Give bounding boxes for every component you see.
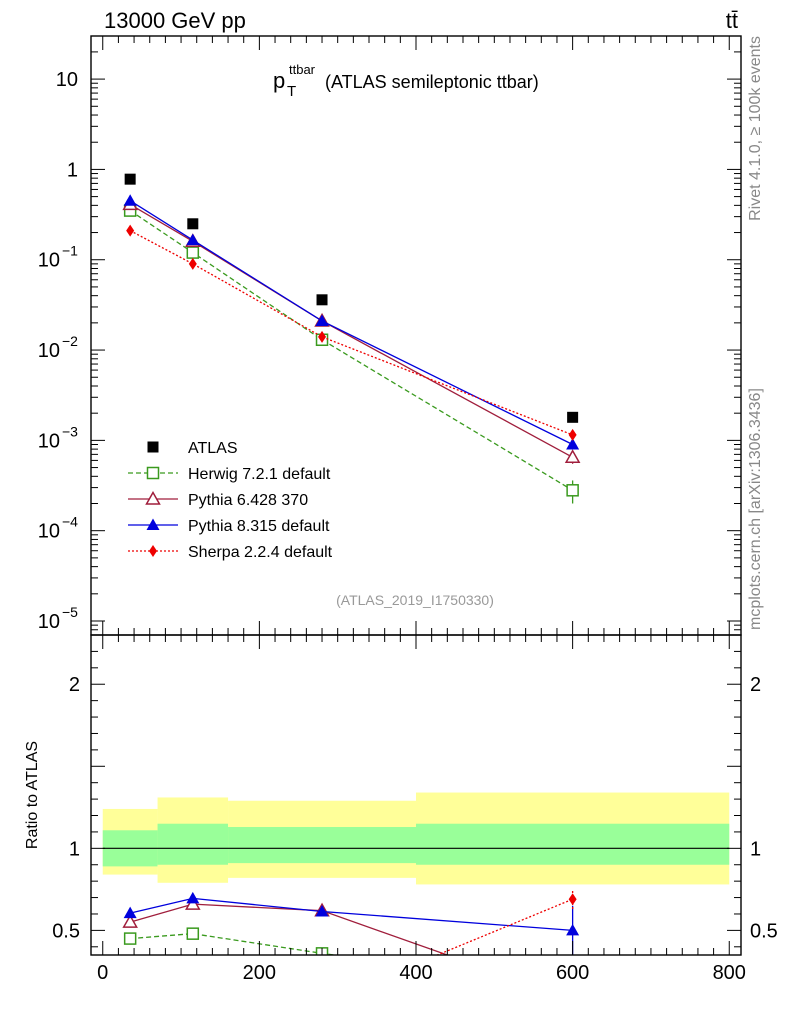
main-point-pythia8-1 [186,233,200,246]
ratio-ytick-label-right-2: 2 [750,674,761,696]
ratio-ytick-label-1: 1 [69,838,80,860]
ratio-xtick-label-0: 0 [97,962,108,984]
ratio-xtick-label-4: 800 [713,962,746,984]
main-panel-series [122,173,581,504]
ratio-band-stat-1 [157,823,229,865]
ratio-band-stat-3 [416,823,730,865]
main-point-sherpa-3 [568,428,577,441]
ratio-xtick-label-2: 400 [399,962,432,984]
ratio-series-pythia8 [123,891,580,955]
ratio-panel-series [122,889,580,1009]
main-point-atlas-3 [567,411,579,423]
main-point-pythia8-3 [566,438,580,450]
legend-entry-sherpa: Sherpa 2.2.4 default [128,544,333,561]
main-ytick-exponent-6: −5 [62,604,78,620]
ratio-band-stat-2 [228,827,416,864]
main-ytick-label-4: 10 [38,430,60,452]
legend-marker-pythia8 [146,518,160,530]
analysis-id: (ATLAS_2019_I1750330) [336,592,494,608]
main-series-pythia8 [123,194,580,450]
energy-label: 13000 GeV pp [104,8,246,33]
ratio-point-herwig-1 [186,927,200,940]
ratio-xtick-label-1: 200 [243,962,276,984]
ratio-ytick-label-right-0: 0.5 [750,920,778,942]
main-series-herwig [123,204,579,504]
ratio-ytick-label-2: 2 [69,674,80,696]
ratio-ytick-label-0: 0.5 [52,920,80,942]
ratio-point-pythia8-1 [186,891,200,904]
mcplots-label: mcplots.cern.ch [arXiv:1306.3436] [747,388,764,630]
ratio-xtick-label-3: 600 [556,962,589,984]
legend-marker-herwig [146,466,160,480]
rivet-version-label: Rivet 4.1.0, ≥ 100k events [747,36,764,221]
title-description: (ATLAS semileptonic ttbar) [325,72,539,92]
legend-marker-atlas [147,441,159,453]
main-point-herwig-1 [186,246,200,259]
legend-label-herwig: Herwig 7.2.1 default [188,466,331,483]
legend-label-sherpa: Sherpa 2.2.4 default [188,544,333,561]
main-ytick-label-1: 1 [67,159,78,181]
process-label: tt̄ [726,8,738,33]
ratio-point-sherpa-3 [568,893,577,906]
ratio-axis-label: Ratio to ATLAS [24,741,41,849]
ratio-line-herwig [130,933,340,955]
main-ytick-label-6: 10 [38,611,60,633]
ratio-point-pythia6-3 [566,993,579,1005]
legend-entry-atlas: ATLAS [147,440,238,457]
ratio-uncertainty-bands [102,792,730,885]
main-line-pythia8 [129,200,573,446]
main-ytick-label-0: 10 [56,69,78,91]
legend-entry-herwig: Herwig 7.2.1 default [128,466,331,483]
main-ytick-exponent-3: −2 [62,333,78,349]
main-ytick-exponent-2: −1 [62,243,78,259]
plot-title: p [273,68,285,93]
legend-entry-pythia8: Pythia 8.315 default [128,518,330,535]
ratio-point-pythia8-0 [123,906,137,919]
legend-label-pythia8: Pythia 8.315 default [188,518,330,535]
main-point-pythia6-3 [564,449,581,464]
ratio-series-herwig [123,927,340,955]
legend-label-atlas: ATLAS [188,440,238,457]
main-point-atlas-0 [124,173,136,185]
main-point-sherpa-1 [188,257,197,270]
main-point-herwig-3 [566,484,579,497]
ratio-point-sherpa-2 [318,997,326,1009]
main-series-sherpa [126,224,577,441]
legend-marker-sherpa [149,545,157,557]
title-subscript: T [287,83,296,100]
main-point-pythia8-0 [123,194,137,206]
main-point-sherpa-0 [126,224,135,237]
title-main: p [273,68,285,93]
main-ytick-exponent-4: −3 [62,423,78,439]
main-ytick-exponent-5: −4 [62,514,78,530]
legend-label-pythia6: Pythia 6.428 370 [188,492,308,509]
main-line-herwig [129,210,573,491]
ratio-point-sherpa-0 [126,997,134,1009]
main-line-sherpa [129,230,573,436]
ratio-point-pythia8-2 [315,905,329,917]
main-point-atlas-2 [316,294,328,306]
main-ytick-label-2: 10 [38,250,60,272]
ratio-point-sherpa-1 [189,997,197,1009]
ratio-series-sherpa [126,889,577,1009]
legend-marker-pythia6 [145,490,161,505]
legend: ATLAS Herwig 7.2.1 default Pythia 6.428 37… [128,440,333,561]
main-point-pythia8-2 [315,314,329,326]
main-ytick-label-5: 10 [38,521,60,543]
ratio-line-pythia8 [130,897,573,932]
main-point-sherpa-2 [318,330,327,343]
ratio-line-pythia6 [129,903,450,955]
ratio-point-pythia6-0 [122,914,138,928]
ratio-point-pythia8-3 [566,923,580,936]
legend-entry-pythia6: Pythia 6.428 370 [128,490,308,509]
main-point-atlas-1 [187,218,199,230]
main-ytick-label-3: 10 [38,340,60,362]
ratio-point-herwig-0 [123,932,137,945]
main-series-atlas [124,173,579,423]
ratio-ytick-label-right-1: 1 [750,838,761,860]
title-superscript: ttbar [289,62,316,77]
